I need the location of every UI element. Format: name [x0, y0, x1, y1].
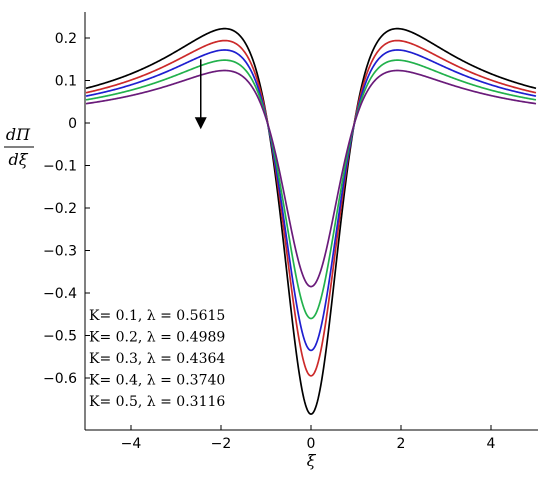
- y-tick-label: 0: [68, 116, 77, 132]
- series-line-3: [85, 49, 537, 352]
- y-tick-label: 0.2: [55, 31, 77, 47]
- x-tick-label: −2: [211, 436, 232, 452]
- x-tick-label: 4: [487, 436, 496, 452]
- y-tick-label: −0.3: [43, 244, 77, 260]
- annotations: [194, 59, 207, 130]
- trend-arrow-head: [194, 117, 207, 130]
- x-axis-label: ξ: [307, 451, 317, 470]
- legend: K= 0.1, λ = 0.5615 K= 0.2, λ = 0.4989 K= 0…: [89, 308, 225, 410]
- series-line-1: [85, 27, 537, 416]
- y-tick-label: −0.5: [43, 329, 77, 345]
- y-tick-label: 0.1: [55, 74, 77, 90]
- y-axis-label-numerator: dΠ: [6, 125, 31, 144]
- y-tick-label: −0.4: [43, 286, 77, 302]
- x-tick-label: 0: [307, 436, 316, 452]
- x-tick-label: −4: [121, 436, 142, 452]
- y-tick-label: −0.2: [43, 201, 77, 217]
- series-line-5: [85, 69, 537, 288]
- series-line-2: [85, 39, 537, 377]
- legend-entry-5: K= 0.5, λ = 0.3116: [89, 394, 225, 410]
- x-tick-label: 2: [397, 436, 406, 452]
- legend-entry-1: K= 0.1, λ = 0.5615: [89, 308, 225, 324]
- axes-frame: [84, 12, 538, 431]
- y-tick-label: −0.1: [43, 159, 77, 175]
- legend-entry-3: K= 0.3, λ = 0.4364: [89, 351, 225, 367]
- legend-entry-2: K= 0.2, λ = 0.4989: [89, 330, 225, 346]
- ticks: 0.2 0.1 0 −0.1 −0.2 −0.3 −0.4 −0.5 −0.6 −4 −2 0 2 4: [43, 31, 496, 452]
- legend-entry-4: K= 0.4, λ = 0.3740: [89, 373, 225, 389]
- curves: [85, 27, 537, 416]
- y-axis-label-denominator: dξ: [8, 150, 28, 169]
- series-line-4: [85, 59, 537, 320]
- y-tick-label: −0.6: [43, 371, 77, 387]
